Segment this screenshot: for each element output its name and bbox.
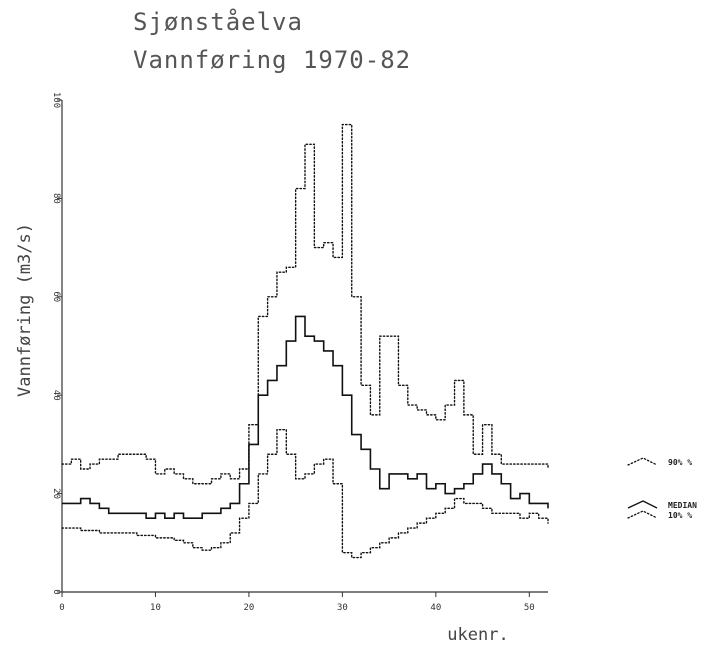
- series-line-1: [62, 315, 549, 519]
- y-tick-label: 60: [51, 291, 61, 302]
- legend-label-2: 10% %: [668, 511, 692, 520]
- x-ticks: 0 10 20 30 40 50: [59, 592, 535, 613]
- legend-swatch-2: [627, 510, 658, 519]
- y-tick-label: 80: [51, 193, 61, 204]
- x-tick-label: 40: [430, 603, 441, 613]
- x-tick-label: 30: [337, 603, 348, 613]
- x-tick-label: 50: [524, 603, 535, 613]
- chart-subtitle: Vannføring 1970-82: [133, 46, 411, 74]
- y-ticks: 0 20 40 60 80 100: [51, 92, 62, 595]
- series-line-0: [61, 123, 549, 485]
- legend-label-0: 90% %: [668, 458, 692, 467]
- chart-title: Sjønståelva: [133, 7, 303, 36]
- x-tick-label: 20: [244, 603, 255, 613]
- x-axis-label: ukenr.: [447, 625, 508, 645]
- y-tick-label: 100: [51, 92, 61, 108]
- y-tick-label: 20: [51, 488, 61, 499]
- x-tick-label: 0: [59, 603, 64, 613]
- y-axis-label: Vannføring (m3/s): [15, 223, 35, 397]
- y-tick-label: 40: [51, 390, 61, 401]
- series-line-2: [61, 428, 549, 559]
- legend-label-1: MEDIAN: [668, 501, 697, 510]
- series-group: [61, 123, 549, 559]
- x-tick-label: 10: [150, 603, 161, 613]
- legend-swatch-0: [627, 457, 658, 466]
- legend-swatch-1: [627, 500, 658, 509]
- y-tick-label: 0: [51, 589, 61, 594]
